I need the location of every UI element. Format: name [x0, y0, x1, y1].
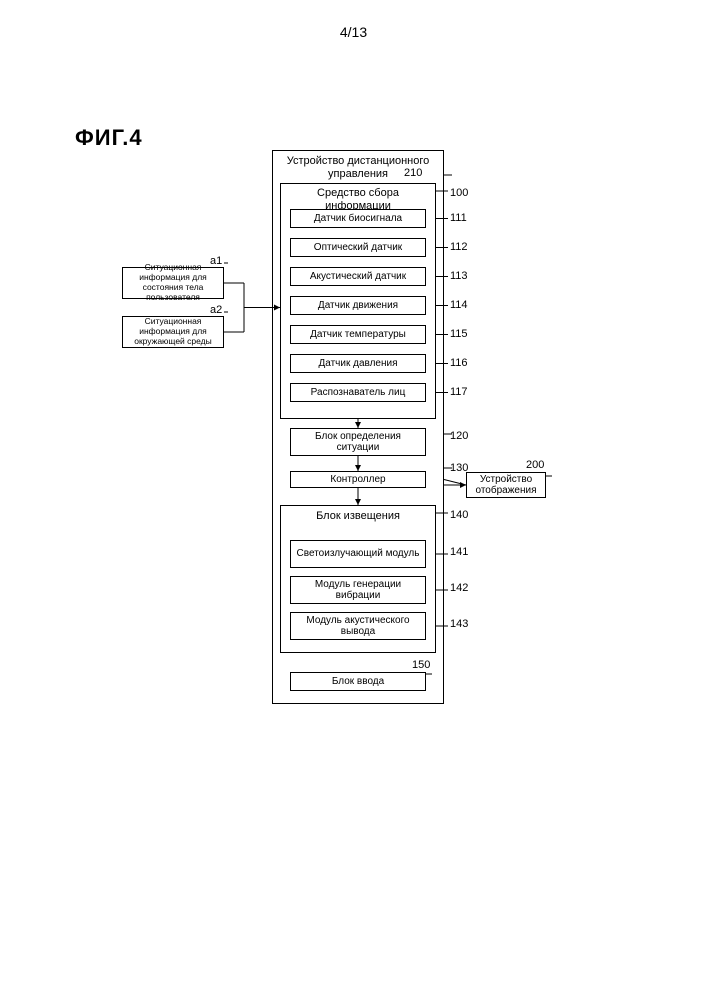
input-a1: Ситуационная информация для состояния те… — [122, 267, 224, 299]
ref-210: 210 — [404, 167, 422, 179]
ref-a2: a2 — [210, 304, 222, 316]
ref-200: 200 — [526, 459, 544, 471]
ref-143: 143 — [450, 618, 468, 630]
sensor-115: Датчик температуры — [290, 325, 426, 344]
ref-114: 114 — [450, 299, 468, 311]
notification-title: Блок извещения — [283, 507, 433, 526]
ref-116: 116 — [450, 357, 468, 369]
diagram-canvas: Устройство дистанционного управления210С… — [0, 0, 707, 1000]
sensor-117: Распознаватель лиц — [290, 383, 426, 402]
ref-100: 100 — [450, 187, 468, 199]
controller-block: Контроллер — [290, 471, 426, 488]
notif-143: Модуль акустического вывода — [290, 612, 426, 640]
ref-113: 113 — [450, 270, 468, 282]
input-a2: Ситуационная информация для окружающей с… — [122, 316, 224, 348]
sensor-116: Датчик давления — [290, 354, 426, 373]
notif-141: Светоизлучающий модуль — [290, 540, 426, 568]
ref-a1: a1 — [210, 255, 222, 267]
ref-111: 111 — [450, 212, 467, 224]
ref-117: 117 — [450, 386, 468, 398]
ref-142: 142 — [450, 582, 468, 594]
sensor-114: Датчик движения — [290, 296, 426, 315]
ref-141: 141 — [450, 546, 468, 558]
input-block: Блок ввода — [290, 672, 426, 691]
sensor-112: Оптический датчик — [290, 238, 426, 257]
sensor-111: Датчик биосигнала — [290, 209, 426, 228]
ref-150: 150 — [412, 659, 430, 671]
ref-112: 112 — [450, 241, 468, 253]
ref-120: 120 — [450, 430, 468, 442]
display-device: Устройство отображения — [466, 472, 546, 498]
ref-140: 140 — [450, 509, 468, 521]
situation-block: Блок определения ситуации — [290, 428, 426, 456]
ref-115: 115 — [450, 328, 468, 340]
sensor-113: Акустический датчик — [290, 267, 426, 286]
notif-142: Модуль генерации вибрации — [290, 576, 426, 604]
